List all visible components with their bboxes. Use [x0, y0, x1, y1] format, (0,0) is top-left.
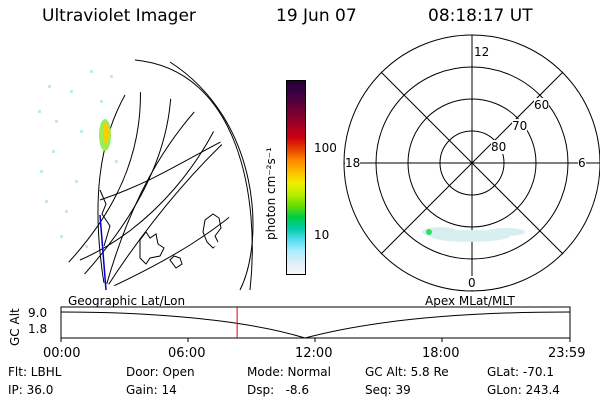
mlt-label-12: 12	[474, 45, 490, 59]
coastline	[99, 189, 111, 247]
status-glon: GLon: 243.4	[487, 383, 560, 397]
mlat-label-70: 70	[512, 119, 528, 133]
status-gc-alt: GC Alt: 5.8 Re	[365, 365, 449, 379]
geo-panel-label: Geographic Lat/Lon	[68, 294, 186, 308]
ground-track	[99, 214, 107, 291]
geo-meridian	[97, 94, 126, 288]
colorbar-tick-10: 10	[314, 228, 330, 242]
timeline-tick-1800: 18:00	[422, 346, 460, 361]
timeline-ticks	[60, 338, 571, 342]
timeline-ymin: 1.8	[28, 322, 48, 336]
time-label: 08:18:17 UT	[428, 6, 533, 26]
timeline-tick-0600: 06:00	[168, 346, 206, 361]
globe-limb	[169, 61, 254, 291]
mlat-label-60: 60	[534, 98, 550, 112]
coastline	[202, 213, 222, 249]
coastline	[169, 255, 183, 269]
status-mode: Mode: Normal	[247, 365, 331, 379]
timeline-tick-1200: 12:00	[295, 346, 333, 361]
polar-aurora-spot	[426, 229, 432, 235]
geo-meridian	[104, 92, 233, 288]
instrument-title: Ultraviolet Imager	[42, 6, 196, 26]
aurora-spot-core	[103, 123, 109, 143]
status-dsp: Dsp: -8.6	[247, 383, 310, 397]
colorbar	[286, 80, 306, 275]
timeline-tick-0000: 00:00	[43, 346, 81, 361]
mlat-label-80: 80	[491, 140, 507, 154]
status-seq: Seq: 39	[365, 383, 411, 397]
status-door: Door: Open	[126, 365, 195, 379]
mlt-label-18: 18	[345, 156, 361, 170]
geo-meridian	[104, 109, 233, 288]
colorbar-tick-100: 100	[314, 141, 337, 155]
altitude-curve	[60, 311, 571, 339]
status-ip: IP: 36.0	[8, 383, 54, 397]
status-gain: Gain: 14	[126, 383, 177, 397]
polar-axis-diag	[380, 71, 564, 255]
status-filter: Flt: LBHL	[8, 365, 62, 379]
apex-panel-label: Apex MLat/MLT	[425, 294, 515, 308]
coastline	[139, 231, 165, 265]
polar-aurora	[422, 227, 525, 242]
status-glat: GLat: -70.1	[487, 365, 554, 379]
mlt-label-0: 0	[468, 276, 476, 290]
mlt-label-6: 6	[578, 156, 586, 170]
date-label: 19 Jun 07	[276, 6, 357, 26]
timeline-ymax: 9.0	[28, 306, 48, 320]
globe-limb	[134, 59, 253, 291]
geo-meridian	[104, 189, 233, 288]
timeline-tick-2359: 23:59	[548, 346, 586, 361]
aurora-noise	[38, 70, 118, 248]
